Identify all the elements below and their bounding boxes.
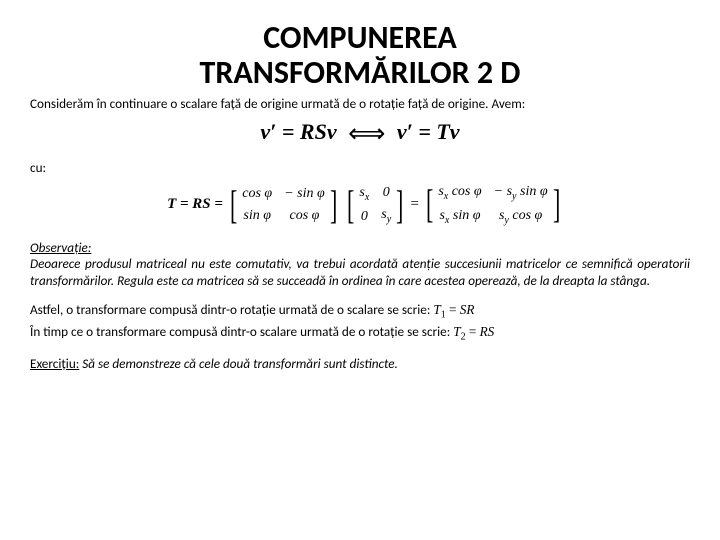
title-line-1: COMPUNEREA: [30, 20, 690, 55]
T-equals-RS: T = RS =: [167, 196, 223, 213]
equals-sign: =: [411, 196, 419, 213]
m1c1r1: cos φ: [242, 186, 272, 202]
compose-line-1-math: T1 = SR: [433, 302, 474, 317]
matrix-rotation: [ cos φ sin φ − sin φ cos φ ]: [227, 185, 340, 225]
m3c2r2: sy cos φ: [494, 208, 548, 226]
compose-line-2: În timp ce o transformare compusă dintr-…: [30, 323, 690, 345]
exercise-body: Să se demonstreze că cele două transform…: [82, 355, 398, 372]
m2c2r2: sy: [381, 207, 391, 225]
compose-line-1-text: Astfel, o transformare compusă dintr-o r…: [30, 301, 430, 318]
m2c1r2: 0: [359, 209, 369, 225]
observation-body: Deoarece produsul matriceal nu este comu…: [30, 256, 690, 289]
compose-line-2-text: În timp ce o transformare compusă dintr-…: [30, 323, 450, 340]
formula-right: v′ = Tv: [397, 119, 460, 144]
m1c2r2: cos φ: [284, 208, 325, 224]
matrix-result: [ sx cos φ sx sin φ − sy sin φ sy cos φ …: [423, 184, 563, 226]
double-arrow-icon: ⟺: [348, 119, 385, 148]
compose-line-2-math: T2 = RS: [453, 324, 494, 339]
intro-paragraph: Considerăm în continuare o scalare față …: [30, 96, 690, 113]
m2c1r1: sx: [359, 185, 369, 203]
m3c2r1: − sy sin φ: [494, 184, 548, 202]
matrix-scale: [ sx 0 0 sy ]: [344, 185, 406, 225]
m1c1r2: sin φ: [242, 208, 272, 224]
m2c2r1: 0: [381, 185, 391, 201]
page-title: COMPUNEREA TRANSFORMĂRILOR 2 D: [30, 20, 690, 90]
m1c2r1: − sin φ: [284, 186, 325, 202]
observation-heading: Observație:: [30, 239, 690, 256]
matrix-formula: T = RS = [ cos φ sin φ − sin φ cos φ ] […: [40, 184, 690, 226]
formula-equivalence: v′ = RSv ⟺ v′ = Tv: [30, 119, 690, 149]
exercise-heading: Exercițiu:: [30, 355, 79, 372]
m3c1r2: sx sin φ: [438, 208, 481, 226]
exercise-line: Exercițiu: Să se demonstreze că cele dou…: [30, 355, 690, 372]
title-line-2: TRANSFORMĂRILOR 2 D: [30, 55, 690, 90]
cu-label: cu:: [30, 159, 690, 176]
compose-line-1: Astfel, o transformare compusă dintr-o r…: [30, 301, 690, 323]
m3c1r1: sx cos φ: [438, 184, 481, 202]
formula-left: v′ = RSv: [260, 119, 336, 144]
